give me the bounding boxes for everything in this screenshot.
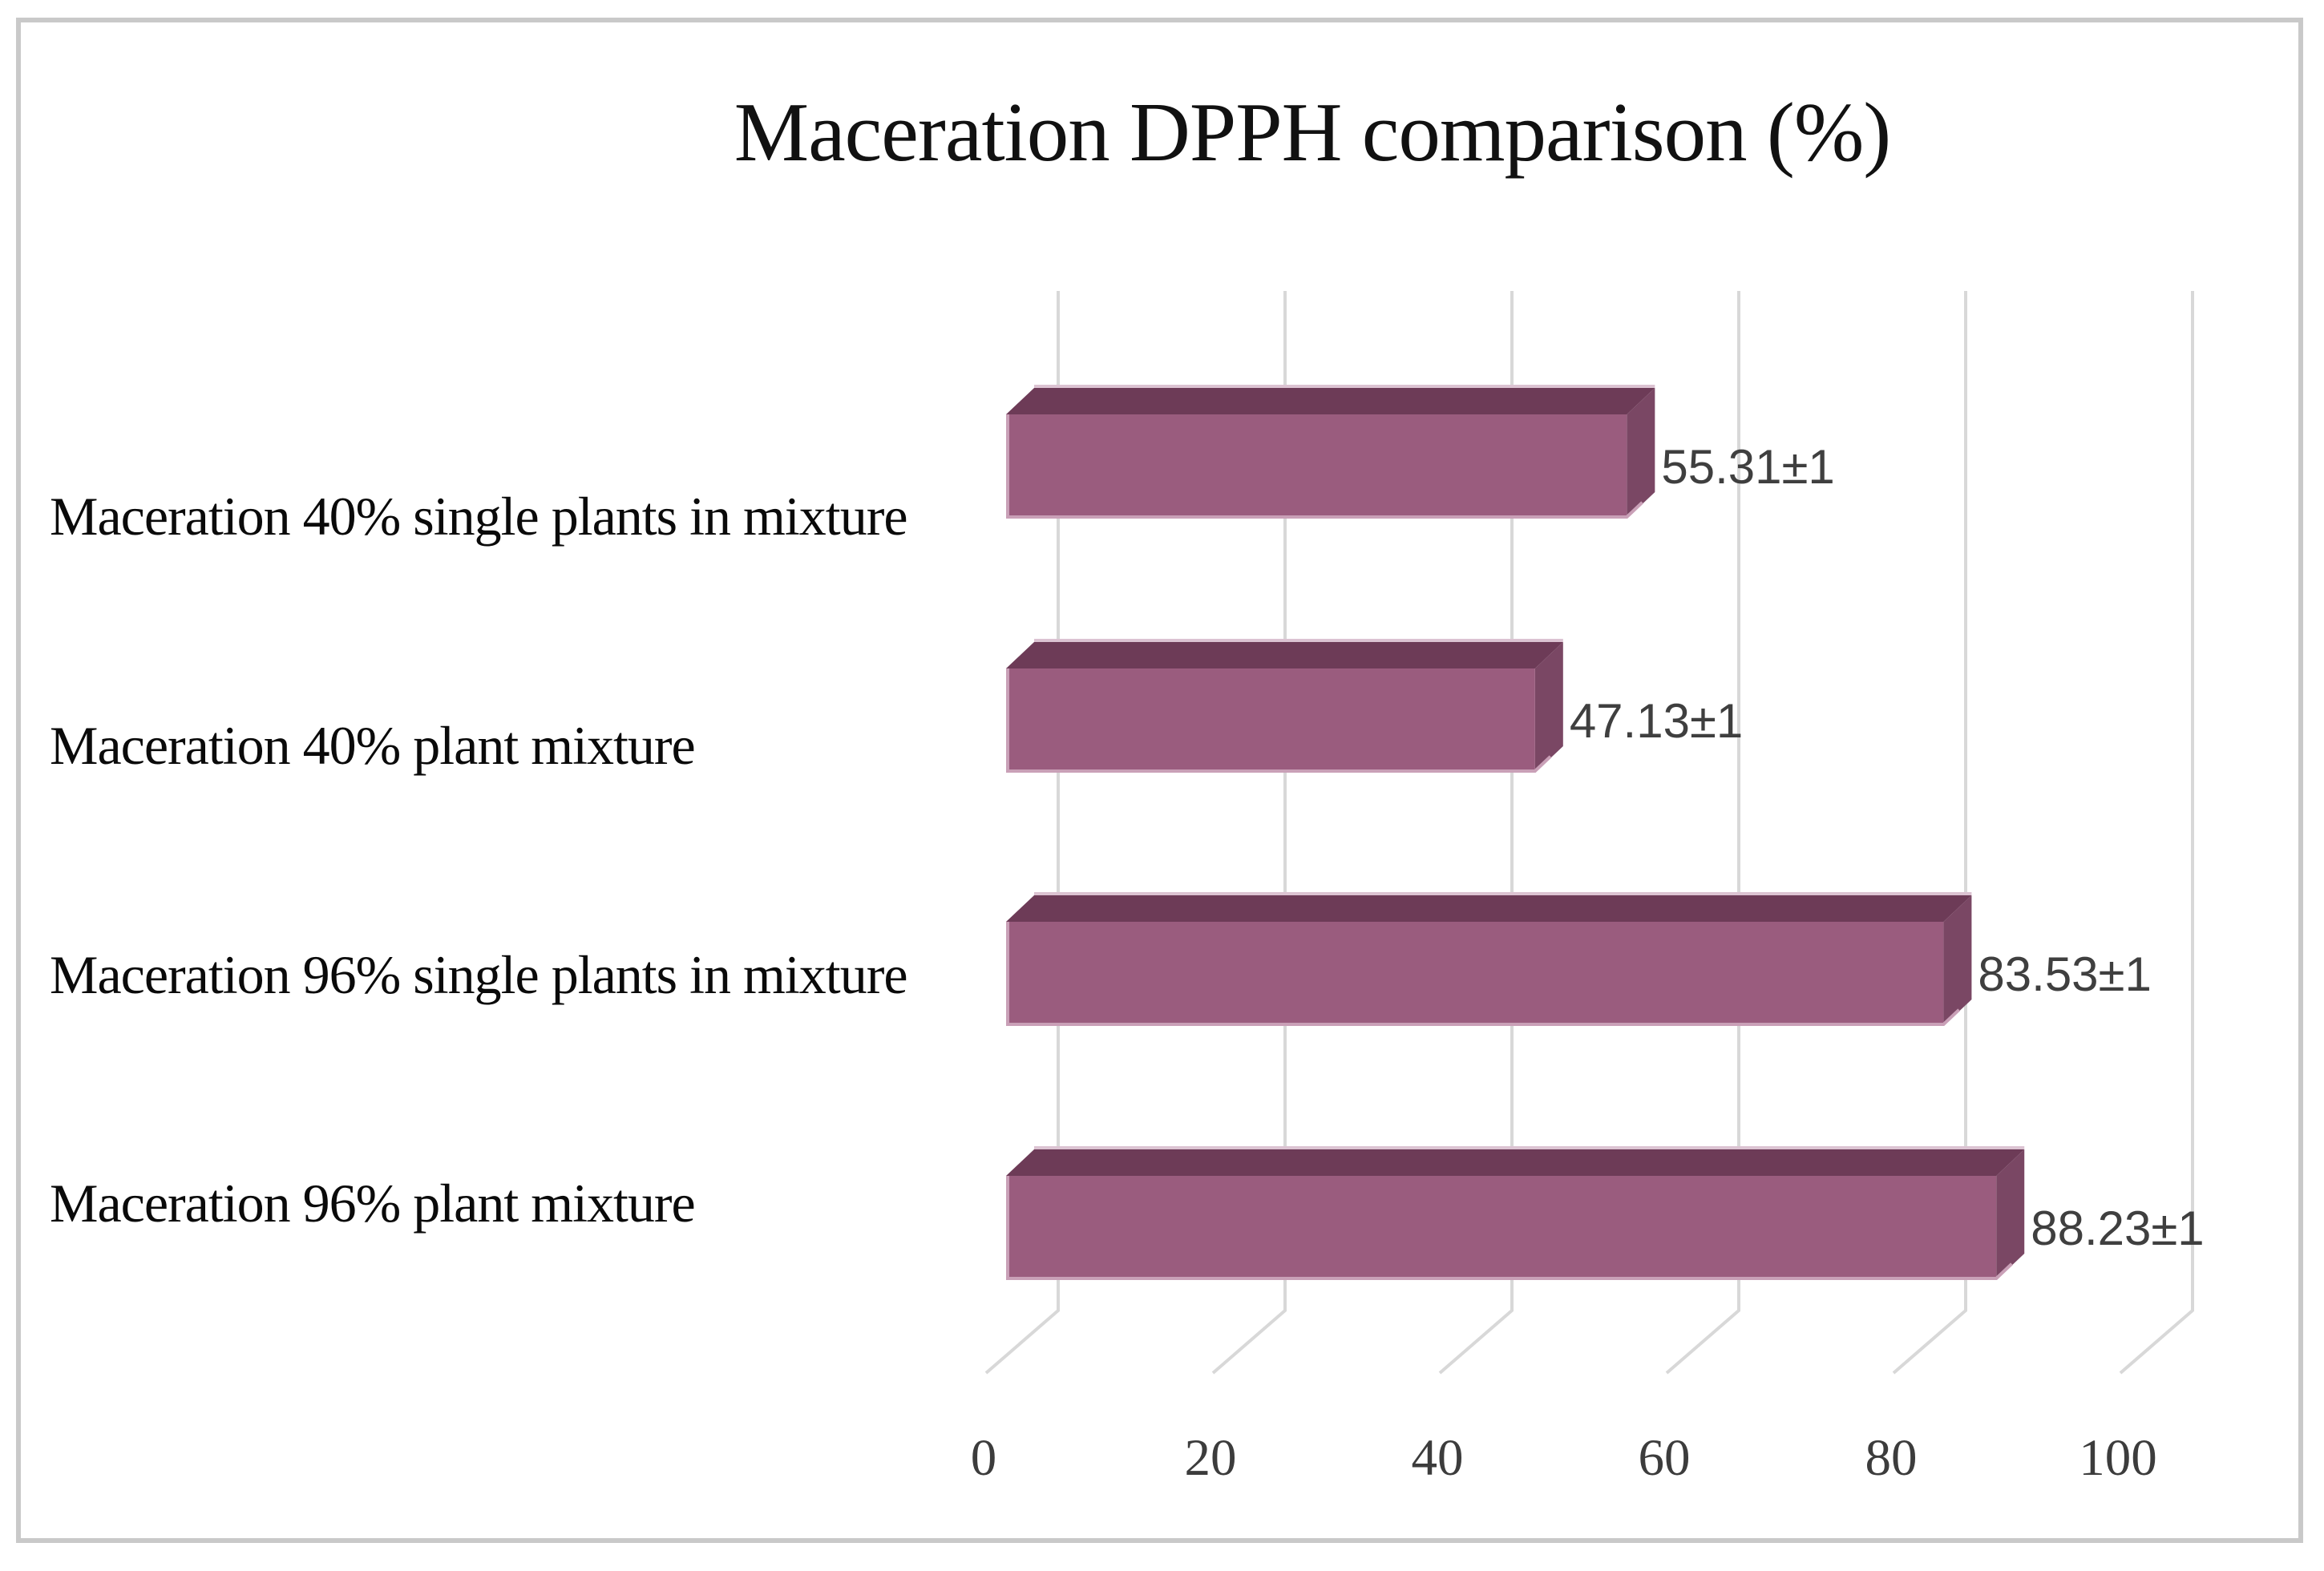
gridline-60 xyxy=(1665,291,1740,1375)
gridline-100 xyxy=(2119,291,2194,1375)
bar-front-face xyxy=(1006,1176,1997,1280)
x-tick-label: 0 xyxy=(971,1429,997,1487)
category-label: Maceration 96% single plants in mixture xyxy=(50,944,907,1005)
x-tick-label: 20 xyxy=(1185,1429,1237,1487)
bar-front-face xyxy=(1006,922,1944,1026)
bar-side-face xyxy=(1996,1149,2025,1280)
x-tick-label: 40 xyxy=(1412,1429,1464,1487)
bar-bottom-edge-highlight xyxy=(1006,922,1961,1026)
bar-top-face xyxy=(1006,895,1972,922)
gridline-40 xyxy=(1438,291,1514,1375)
category-label: Maceration 40% single plants in mixture xyxy=(50,486,907,547)
bar-side-face xyxy=(1627,388,1655,519)
bar-side-face xyxy=(1943,895,1972,1026)
x-tick-label: 80 xyxy=(1865,1429,1918,1487)
category-label: Maceration 40% plant mixture xyxy=(50,715,695,776)
gridline-0 xyxy=(984,291,1060,1375)
x-tick-label: 60 xyxy=(1639,1429,1691,1487)
chart-title: Maceration DPPH comparison (%) xyxy=(734,85,1892,179)
bar-bottom-edge-highlight xyxy=(1006,414,1643,519)
data-label: 55.31±1 xyxy=(1661,440,1834,494)
x-tick-label: 100 xyxy=(2079,1429,2157,1487)
data-label: 88.23±1 xyxy=(2031,1201,2204,1255)
bar-side-face xyxy=(1534,642,1563,773)
gridline-20 xyxy=(1211,291,1287,1375)
bar-front-face xyxy=(1006,414,1627,519)
bar-top-face xyxy=(1006,642,1563,668)
data-label: 83.53±1 xyxy=(1978,947,2151,1001)
gridline-80 xyxy=(1892,291,1967,1375)
category-label: Maceration 96% plant mixture xyxy=(50,1173,695,1234)
data-label: 47.13±1 xyxy=(1570,694,1743,748)
chart-border-frame xyxy=(16,18,2303,1543)
bar-top-face xyxy=(1006,388,1655,414)
bar-top-face xyxy=(1006,1149,2025,1176)
bar-front-face xyxy=(1006,668,1535,773)
bar-bottom-edge-highlight xyxy=(1006,1176,2013,1280)
bar-bottom-edge-highlight xyxy=(1006,668,1552,773)
